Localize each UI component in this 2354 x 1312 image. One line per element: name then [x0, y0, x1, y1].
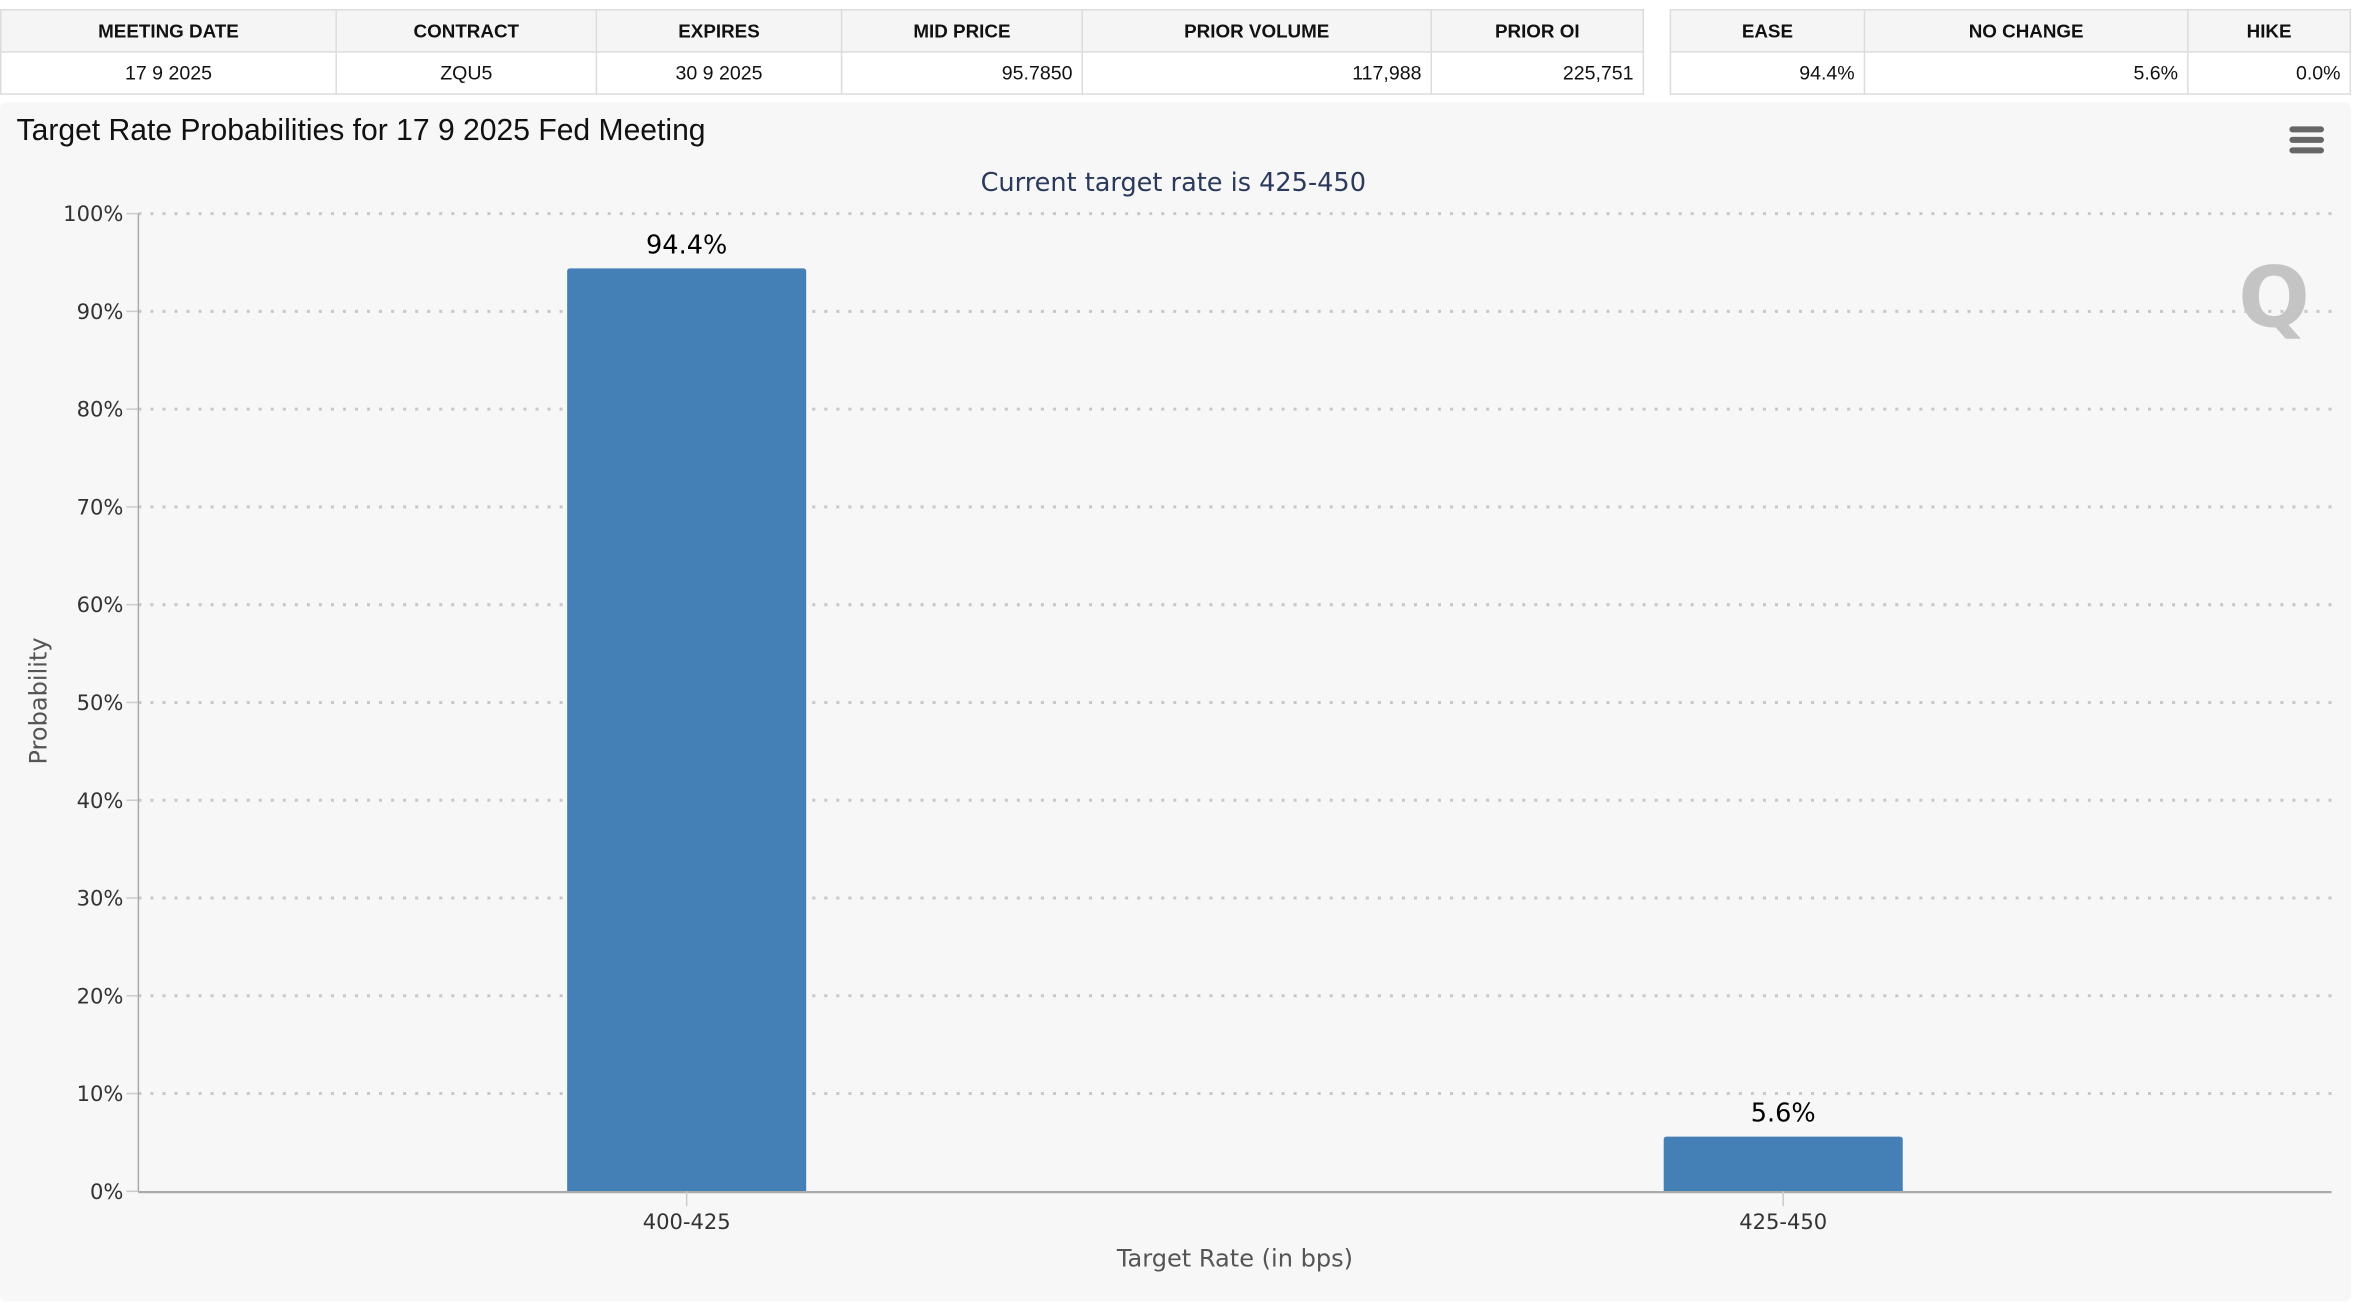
header-no-change: NO CHANGE: [1863, 9, 2189, 53]
y-tick-label: 50%: [77, 690, 124, 715]
cell-contract: ZQU5: [335, 51, 598, 95]
bar-425-450[interactable]: [1663, 1136, 1903, 1192]
x-axis-title: Target Rate (in bps): [1116, 1245, 1353, 1273]
cell-hike: 0.0%: [2187, 51, 2352, 95]
x-tick-label: 425-450: [1739, 1209, 1827, 1234]
contract-table: MEETING DATE CONTRACT EXPIRES MID PRICE …: [0, 9, 1645, 95]
header-hike: HIKE: [2187, 9, 2352, 53]
y-tick-label: 30%: [77, 886, 124, 911]
data-label: 5.6%: [1751, 1099, 1816, 1129]
cell-expires: 30 9 2025: [595, 51, 843, 95]
y-tick-label: 0%: [90, 1179, 123, 1204]
y-tick-label: 60%: [77, 592, 124, 617]
table-row: 17 9 2025 ZQU5 30 9 2025 95.7850 117,988…: [0, 51, 1645, 95]
x-tick-label: 400-425: [643, 1209, 731, 1234]
header-prior-oi: PRIOR OI: [1430, 9, 1645, 53]
y-tick-label: 20%: [77, 983, 124, 1008]
cell-prior-volume: 117,988: [1081, 51, 1432, 95]
chart-title: Target Rate Probabilities for 17 9 2025 …: [16, 114, 706, 148]
y-tick-label: 40%: [77, 788, 124, 813]
y-tick-label: 80%: [77, 397, 124, 422]
chart-subtitle: Current target rate is 425-450: [981, 168, 1366, 198]
hamburger-menu-icon[interactable]: [2289, 126, 2324, 153]
header-mid-price: MID PRICE: [840, 9, 1084, 53]
header-prior-volume: PRIOR VOLUME: [1081, 9, 1432, 53]
cell-mid-price: 95.7850: [840, 51, 1084, 95]
cell-meeting-date: 17 9 2025: [0, 51, 337, 95]
probability-table: EASE NO CHANGE HIKE 94.4% 5.6% 0.0%: [1669, 9, 2352, 95]
data-label: 94.4%: [646, 230, 727, 260]
bar-400-425[interactable]: [567, 268, 807, 1192]
cell-no-change: 5.6%: [1863, 51, 2189, 95]
y-tick-label: 10%: [77, 1081, 124, 1106]
table-row: 94.4% 5.6% 0.0%: [1669, 51, 2352, 95]
header-meeting-date: MEETING DATE: [0, 9, 337, 53]
y-tick-label: 100%: [63, 201, 123, 226]
cell-prior-oi: 225,751: [1430, 51, 1645, 95]
logo-watermark: Q: [2238, 249, 2310, 348]
y-tick-label: 70%: [77, 494, 124, 519]
cell-ease: 94.4%: [1669, 51, 1866, 95]
y-tick-label: 90%: [77, 299, 124, 324]
y-axis-title: Probability: [25, 637, 53, 764]
